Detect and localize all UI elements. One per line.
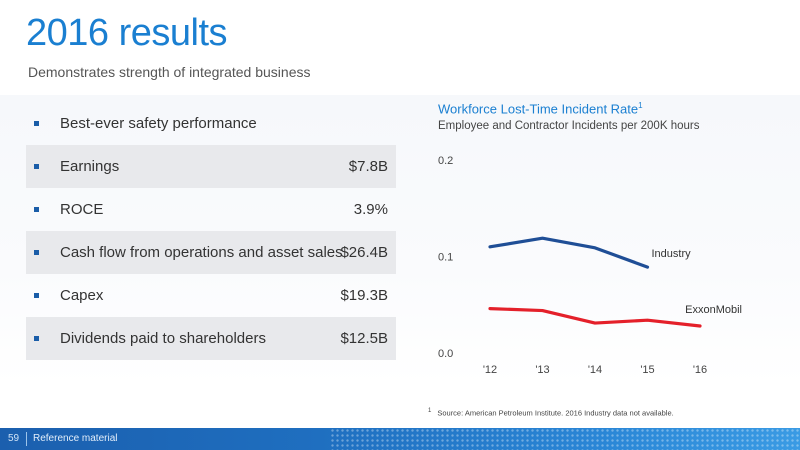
results-label: Best-ever safety performance [60, 115, 257, 132]
results-value: $12.5B [340, 330, 388, 347]
results-row: Best-ever safety performance [26, 102, 396, 145]
footnote-mark: 1 [428, 408, 432, 414]
x-tick-label: '13 [535, 364, 549, 376]
incident-rate-line-chart: 0.0 0.1 0.2 '12 '13 '14 '15 '16 Industry ExxonMob… [438, 155, 742, 376]
bullet-icon [34, 164, 39, 169]
footer-bar: 59 Reference material [0, 428, 800, 450]
series-label-exxonmobil: ExxonMobil [685, 304, 742, 316]
results-value: $7.8B [348, 158, 388, 175]
x-tick-label: '16 [693, 364, 707, 376]
y-tick-label: 0.2 [438, 155, 453, 167]
page-subtitle: Demonstrates strength of integrated busi… [28, 64, 311, 80]
footer-divider [26, 432, 27, 446]
footer-dot-pattern [330, 428, 800, 450]
page-title: 2016 results [26, 12, 228, 54]
y-tick-label: 0.1 [438, 252, 453, 264]
x-tick-label: '12 [483, 364, 497, 376]
results-row: Earnings $7.8B [26, 145, 396, 188]
footnote: 1 Source: American Petroleum Institute. 2… [428, 408, 674, 418]
results-label: Earnings [60, 158, 120, 175]
bullet-icon [34, 121, 39, 126]
results-value: $19.3B [340, 287, 388, 304]
footer-label: Reference material [33, 433, 118, 444]
results-row: Cash flow from operations and asset sale… [26, 231, 396, 274]
series-line-industry [488, 236, 650, 269]
results-list: Best-ever safety performance Earnings $7… [26, 102, 396, 360]
results-label: Capex [60, 287, 104, 304]
series-label-industry: Industry [652, 248, 692, 260]
x-tick-label: '15 [640, 364, 654, 376]
chart-subtitle: Employee and Contractor Incidents per 20… [438, 120, 700, 132]
bullet-icon [34, 207, 39, 212]
y-tick-label: 0.0 [438, 348, 453, 360]
series-line-exxonmobil [488, 307, 702, 328]
results-value: $26.4B [340, 244, 388, 261]
results-row: Capex $19.3B [26, 274, 396, 317]
results-row: Dividends paid to shareholders $12.5B [26, 317, 396, 360]
chart-title: Workforce Lost-Time Incident Rate1 [438, 101, 643, 116]
footnote-text: Source: American Petroleum Institute. 20… [437, 408, 674, 418]
results-value: 3.9% [353, 201, 388, 218]
results-label: Dividends paid to shareholders [60, 330, 266, 347]
results-label: Cash flow from operations and asset sale… [60, 244, 343, 261]
bullet-icon [34, 336, 39, 341]
bullet-icon [34, 250, 39, 255]
page-number: 59 [8, 433, 20, 444]
results-row: ROCE 3.9% [26, 188, 396, 231]
chart-title-text: Workforce Lost-Time Incident Rate [438, 101, 639, 117]
x-tick-label: '14 [588, 364, 602, 376]
results-label: ROCE [60, 201, 104, 218]
chart-title-footnote-mark: 1 [638, 101, 643, 110]
bullet-icon [34, 293, 39, 298]
